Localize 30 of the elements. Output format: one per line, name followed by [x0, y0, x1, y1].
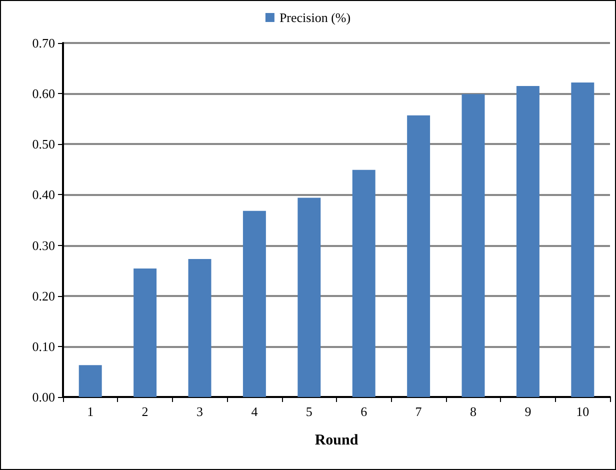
bar [352, 170, 376, 397]
bar [571, 82, 594, 397]
x-axis-title: Round [314, 432, 359, 448]
bar [242, 210, 266, 397]
bar [188, 258, 212, 397]
legend-label: Precision (%) [279, 10, 351, 25]
bar [78, 365, 102, 397]
x-tick-label: 9 [524, 404, 532, 419]
y-tick-label: 0.20 [32, 288, 55, 304]
y-tick-label: 0.30 [32, 238, 55, 253]
x-tick-label: 5 [306, 404, 312, 419]
x-tick-label: 4 [251, 404, 258, 419]
x-tick-label: 8 [470, 404, 476, 419]
bar [516, 86, 540, 397]
x-tick-label: 1 [87, 404, 94, 419]
y-tick-label: 0.00 [32, 390, 55, 404]
x-tick-label: 10 [576, 404, 590, 419]
x-tick-label: 7 [415, 404, 422, 419]
y-tick-label: 0.10 [32, 338, 55, 354]
bar [298, 198, 321, 397]
x-tick-label: 6 [360, 404, 368, 419]
bar [134, 268, 157, 397]
x-tick-label: 3 [196, 404, 203, 419]
bar [407, 115, 430, 397]
bar [462, 94, 485, 397]
y-tick-label: 0.60 [32, 86, 55, 102]
y-tick-label: 0.40 [32, 187, 55, 202]
y-tick-label: 0.50 [32, 136, 55, 152]
y-tick-label: 0.70 [32, 36, 55, 50]
x-tick-label: 2 [142, 404, 148, 419]
